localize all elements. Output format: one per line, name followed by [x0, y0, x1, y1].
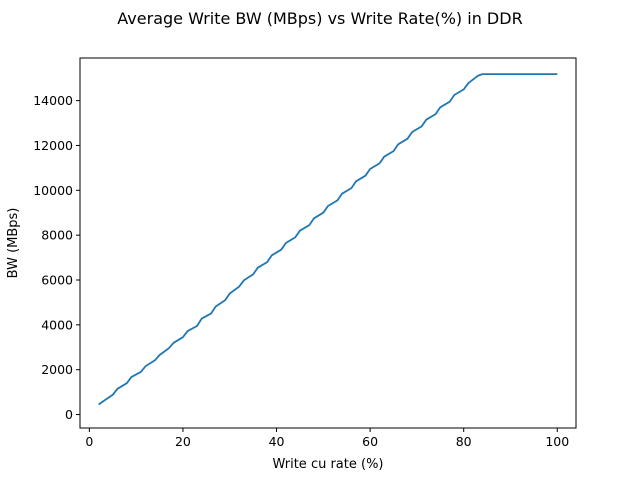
bw-series-line	[98, 73, 558, 406]
x-tick-label: 60	[362, 434, 378, 449]
x-tick-label: 40	[269, 434, 285, 449]
y-tick-label: 4000	[41, 317, 73, 332]
x-tick-label: 0	[85, 434, 93, 449]
y-tick-label: 12000	[33, 138, 73, 153]
y-tick-label: 0	[65, 407, 73, 422]
y-tick-label: 14000	[33, 93, 73, 108]
plot-area	[79, 57, 577, 429]
x-tick-label: 100	[545, 434, 569, 449]
y-axis-label: BW (MBps)	[6, 208, 21, 279]
x-tick-label: 20	[175, 434, 191, 449]
y-tick-label: 8000	[41, 228, 73, 243]
x-tick-label: 80	[456, 434, 472, 449]
x-axis-label: Write cu rate (%)	[272, 457, 383, 472]
y-tick-label: 2000	[41, 362, 73, 377]
y-tick-label: 10000	[33, 183, 73, 198]
y-axis-ticks: 0 2000 4000 6000 8000 10000 12000 14000	[33, 93, 80, 422]
chart-title: Average Write BW (MBps) vs Write Rate(%)…	[117, 9, 522, 28]
y-tick-label: 6000	[41, 273, 73, 288]
x-axis-ticks: 0 20 40 60 80 100	[85, 428, 569, 449]
